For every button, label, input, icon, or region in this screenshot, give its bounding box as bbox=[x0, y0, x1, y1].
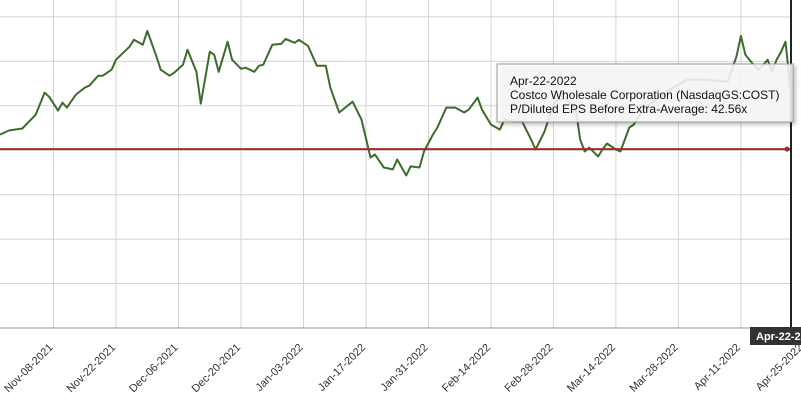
x-tick-label: Mar-14-2022 bbox=[565, 342, 618, 395]
x-tick-label: Nov-22-2021 bbox=[65, 342, 118, 395]
plot bbox=[0, 0, 793, 345]
tooltip-value: P/Diluted EPS Before Extra-Average: 42.5… bbox=[510, 102, 747, 116]
x-tick-label: Feb-14-2022 bbox=[440, 342, 493, 395]
crosshair-date: Apr-22-2022 bbox=[756, 331, 801, 343]
x-tick-label: Feb-28-2022 bbox=[503, 342, 556, 395]
tooltip-series: Costco Wholesale Corporation (NasdaqGS:C… bbox=[510, 88, 779, 102]
crosshair-label-box bbox=[750, 327, 801, 345]
x-tick-label: Jan-03-2022 bbox=[253, 342, 305, 394]
x-tick-label: Jan-17-2022 bbox=[316, 342, 368, 394]
tooltip-box bbox=[496, 63, 794, 123]
x-tick-label: Jan-31-2022 bbox=[378, 342, 430, 394]
x-tick-label: Apr-11-2022 bbox=[692, 342, 743, 393]
x-tick-label: Nov-08-2021 bbox=[2, 342, 55, 395]
x-tick-label: Mar-28-2022 bbox=[628, 342, 681, 395]
x-tick-label: Dec-20-2021 bbox=[190, 342, 243, 395]
grid: Nov-08-2021 Nov-22-2021 Dec-06-2021 Dec-20-… bbox=[0, 0, 801, 395]
tooltip: Apr-22-2022 Costco Wholesale Corporation… bbox=[496, 63, 794, 123]
tooltip-date: Apr-22-2022 bbox=[510, 74, 577, 88]
average-marker bbox=[784, 146, 790, 152]
x-tick-label: Apr-25-2022 bbox=[754, 342, 801, 394]
crosshair-label: Apr-22-2022 bbox=[750, 327, 801, 345]
x-tick-label: Dec-06-2021 bbox=[127, 342, 180, 395]
line-series bbox=[0, 29, 791, 177]
